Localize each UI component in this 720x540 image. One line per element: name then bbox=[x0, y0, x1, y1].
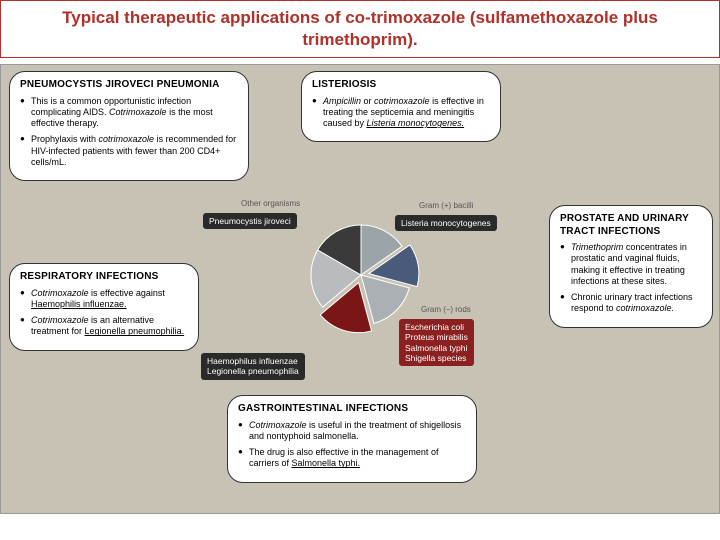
callout-prostate: PROSTATE AND URINARY TRACT INFECTIONS Tr… bbox=[549, 205, 713, 328]
bullet: Chronic urinary tract infections respond… bbox=[560, 292, 702, 315]
label-other-organisms: Other organisms bbox=[241, 199, 300, 208]
label-gram-pos-bacilli: Gram (+) bacilli bbox=[419, 201, 473, 210]
callout-heading: LISTERIOSIS bbox=[312, 79, 490, 92]
diagram-canvas: Pneumocystis jiroveci Listeria monocytog… bbox=[0, 64, 720, 514]
orgbox-pneumocystis: Pneumocystis jiroveci bbox=[203, 213, 297, 229]
bullet: This is a common opportunistic infection… bbox=[20, 96, 238, 130]
callout-heading: PNEUMOCYSTIS JIROVECI PNEUMONIA bbox=[20, 79, 238, 92]
orgbox-haemophilus: Haemophilus influenzae Legionella pneumo… bbox=[201, 353, 305, 379]
orgbox-gramneg: Escherichia coli Proteus mirabilis Salmo… bbox=[399, 319, 474, 366]
bullet: Cotrimoxazole is useful in the treatment… bbox=[238, 420, 466, 443]
orgbox-listeria: Listeria monocytogenes bbox=[395, 215, 497, 231]
bullet: The drug is also effective in the manage… bbox=[238, 447, 466, 470]
bullet: Cotrimoxazole is effective against Haemo… bbox=[20, 288, 188, 311]
bullet: Prophylaxis with cotrimoxazole is recomm… bbox=[20, 134, 238, 168]
page-title: Typical therapeutic applications of co-t… bbox=[0, 0, 720, 58]
callout-heading: GASTROINTESTINAL INFECTIONS bbox=[238, 403, 466, 416]
callout-heading: RESPIRATORY INFECTIONS bbox=[20, 271, 188, 284]
bullet: Trimethoprim concentrates in prostatic a… bbox=[560, 242, 702, 287]
callout-pneumocystis: PNEUMOCYSTIS JIROVECI PNEUMONIA This is … bbox=[9, 71, 249, 181]
callout-heading: PROSTATE AND URINARY TRACT INFECTIONS bbox=[560, 213, 702, 238]
bullet: Ampicillin or cotrimoxazole is effective… bbox=[312, 96, 490, 130]
callout-gastrointestinal: GASTROINTESTINAL INFECTIONS Cotrimoxazol… bbox=[227, 395, 477, 483]
callout-respiratory: RESPIRATORY INFECTIONS Cotrimoxazole is … bbox=[9, 263, 199, 351]
label-gram-neg-rods: Gram (–) rods bbox=[421, 305, 471, 314]
callout-listeriosis: LISTERIOSIS Ampicillin or cotrimoxazole … bbox=[301, 71, 501, 142]
bullet: Cotrimoxazole is an alternative treatmen… bbox=[20, 315, 188, 338]
